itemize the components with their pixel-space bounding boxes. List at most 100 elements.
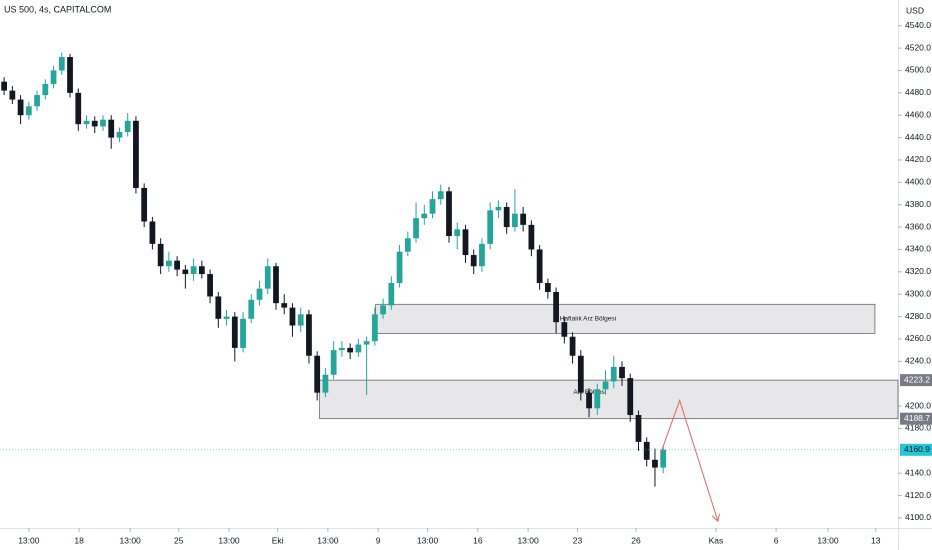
candle-body <box>437 191 444 200</box>
candle-body <box>91 120 98 127</box>
candle-body <box>363 341 370 345</box>
zone-label: Haftalık Arz Bölgesi <box>560 316 616 323</box>
x-tick-label: 23 <box>573 535 583 545</box>
candle-body <box>157 243 164 267</box>
candle-body <box>339 347 345 351</box>
candle-body <box>215 296 222 319</box>
y-tick-label: 4520.0 <box>905 42 931 52</box>
candle-body <box>561 322 568 337</box>
candle-body <box>182 269 189 275</box>
candle-body <box>347 347 354 353</box>
y-tick-label: 4240.0 <box>905 356 931 366</box>
candle-body <box>380 305 386 315</box>
candle-body <box>462 229 469 256</box>
x-tick-label: 13:00 <box>18 535 40 545</box>
y-tick-label: 4360.0 <box>905 221 931 231</box>
supply-zone <box>319 379 899 420</box>
candle-body <box>660 449 667 468</box>
candle-body <box>586 392 592 409</box>
x-tick-label: 13:00 <box>317 535 339 545</box>
candle-body <box>413 218 419 239</box>
candle-body <box>314 355 321 393</box>
candle-body <box>149 221 156 244</box>
candle-body <box>256 288 263 300</box>
zone-label: Arz Bölgesi <box>573 389 606 396</box>
candle-body <box>124 120 131 132</box>
candle-body <box>396 251 403 284</box>
price-tag-label: 4188.7 <box>904 413 930 423</box>
candle-body <box>520 213 527 225</box>
x-tick-label: 18 <box>74 535 84 545</box>
candle-body <box>1 81 8 91</box>
candle-body <box>322 374 329 393</box>
candle-body <box>240 318 246 348</box>
candle-body <box>643 441 650 460</box>
candle-body <box>577 355 584 393</box>
x-tick-label: Eki <box>272 535 284 545</box>
candle-body <box>50 70 57 84</box>
candle-body <box>42 83 49 96</box>
y-tick-label: 4420.0 <box>905 154 931 164</box>
supply-zone <box>375 303 876 334</box>
candle-body <box>479 243 485 267</box>
candle-body <box>108 119 115 138</box>
y-tick-label: 4400.0 <box>905 177 931 187</box>
chart-title: US 500, 4s, CAPITALCOM <box>4 4 111 14</box>
x-tick-label: 16 <box>473 535 483 545</box>
y-tick-label: 4500.0 <box>905 65 931 75</box>
candle-body <box>190 266 197 275</box>
y-tick-label: 4100.0 <box>905 512 931 522</box>
candle-body <box>512 213 518 228</box>
candle-body <box>610 366 617 382</box>
x-tick-label: 13:00 <box>218 535 240 545</box>
candle-body <box>470 255 477 267</box>
candle-body <box>619 366 625 379</box>
x-tick-label: 25 <box>174 535 184 545</box>
candle-body <box>25 106 32 116</box>
candle-body <box>264 266 271 289</box>
currency-label: USD <box>906 5 924 15</box>
candle-body <box>495 206 502 211</box>
candle-body <box>627 378 634 416</box>
candle-body <box>536 249 543 284</box>
candle-body <box>503 206 510 228</box>
candle-body <box>569 336 576 356</box>
candle-body <box>289 307 296 326</box>
candle-body <box>166 260 172 267</box>
candle-body <box>388 283 395 306</box>
y-tick-label: 4480.0 <box>905 87 931 97</box>
y-tick-label: 4280.0 <box>905 311 931 321</box>
y-tick-label: 4440.0 <box>905 132 931 142</box>
candle-body <box>67 57 73 93</box>
candle-body <box>198 266 205 275</box>
candle-body <box>116 132 123 138</box>
x-tick-label: 13:00 <box>517 535 539 545</box>
price-tag <box>900 374 932 387</box>
candle-body <box>487 210 494 244</box>
candle-body <box>528 224 535 250</box>
x-tick-label: 9 <box>376 535 381 545</box>
candle-body <box>297 314 304 326</box>
y-tick-label: 4340.0 <box>905 244 931 254</box>
x-tick-label: 13:00 <box>817 535 839 545</box>
price-tag-label: 4223.2 <box>904 374 930 384</box>
candle-body <box>355 344 362 353</box>
x-tick-label: 13 <box>871 535 881 545</box>
candle-body <box>553 291 559 323</box>
candle-body <box>207 274 213 297</box>
candle-body <box>58 57 65 71</box>
candle-body <box>404 238 411 252</box>
candle-body <box>17 99 24 116</box>
candle-body <box>544 283 551 292</box>
last-price-label: 4160.9 <box>904 444 930 454</box>
candle-body <box>429 199 436 214</box>
y-tick-label: 4200.0 <box>905 400 931 410</box>
y-tick-label: 4180.0 <box>905 423 931 433</box>
y-tick-label: 4300.0 <box>905 288 931 298</box>
candle-body <box>83 120 90 125</box>
candle-body <box>273 266 279 304</box>
candle-body <box>454 229 461 237</box>
